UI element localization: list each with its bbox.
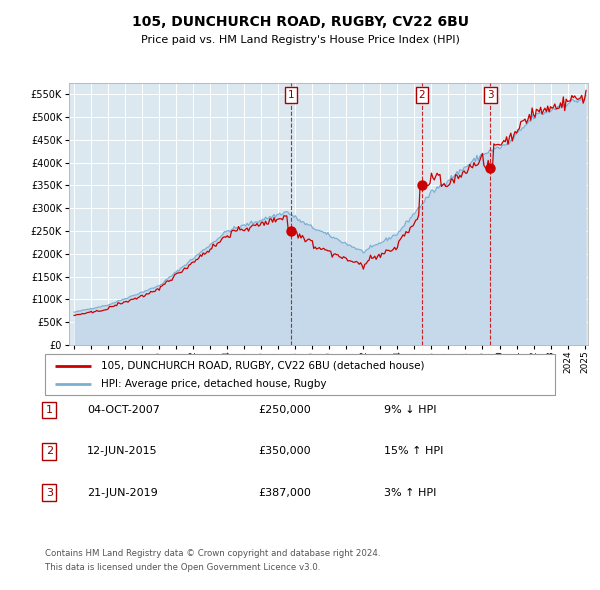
Text: 1: 1	[288, 90, 295, 100]
Text: 3: 3	[46, 488, 53, 497]
Text: 2: 2	[419, 90, 425, 100]
Text: 3: 3	[487, 90, 494, 100]
Text: 15% ↑ HPI: 15% ↑ HPI	[384, 447, 443, 456]
Text: 2: 2	[46, 447, 53, 456]
Text: 3% ↑ HPI: 3% ↑ HPI	[384, 488, 436, 497]
Text: 12-JUN-2015: 12-JUN-2015	[87, 447, 158, 456]
Text: 1: 1	[46, 405, 53, 415]
Text: 105, DUNCHURCH ROAD, RUGBY, CV22 6BU: 105, DUNCHURCH ROAD, RUGBY, CV22 6BU	[131, 15, 469, 29]
Text: 9% ↓ HPI: 9% ↓ HPI	[384, 405, 437, 415]
Text: £250,000: £250,000	[258, 405, 311, 415]
Text: 105, DUNCHURCH ROAD, RUGBY, CV22 6BU (detached house): 105, DUNCHURCH ROAD, RUGBY, CV22 6BU (de…	[101, 360, 425, 371]
Text: This data is licensed under the Open Government Licence v3.0.: This data is licensed under the Open Gov…	[45, 563, 320, 572]
Text: £350,000: £350,000	[258, 447, 311, 456]
Text: Price paid vs. HM Land Registry's House Price Index (HPI): Price paid vs. HM Land Registry's House …	[140, 35, 460, 45]
Text: 04-OCT-2007: 04-OCT-2007	[87, 405, 160, 415]
Text: Contains HM Land Registry data © Crown copyright and database right 2024.: Contains HM Land Registry data © Crown c…	[45, 549, 380, 558]
Text: HPI: Average price, detached house, Rugby: HPI: Average price, detached house, Rugb…	[101, 379, 326, 389]
Text: 21-JUN-2019: 21-JUN-2019	[87, 488, 158, 497]
Text: £387,000: £387,000	[258, 488, 311, 497]
